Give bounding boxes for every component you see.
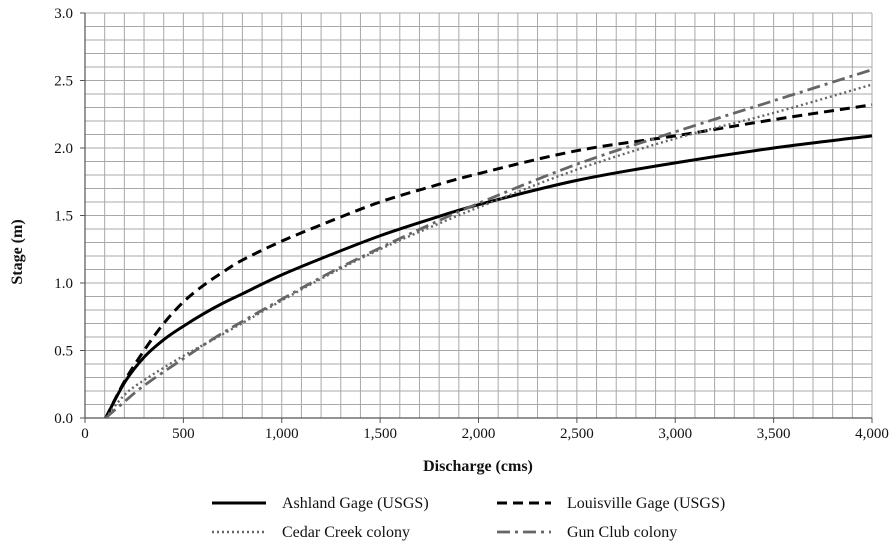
series-lines	[104, 68, 873, 420]
x-tick-label: 3,000	[658, 426, 692, 442]
grid	[84, 12, 873, 419]
y-tick-label: 1.5	[54, 209, 73, 225]
y-tick-label: 3.0	[54, 6, 73, 22]
x-tick-label: 4,000	[855, 426, 889, 442]
legend-label-cedar-creek-colony: Cedar Creek colony	[282, 524, 410, 541]
legend: Ashland Gage (USGS) Louisville Gage (USGS…	[212, 495, 725, 541]
legend-label-ashland-gage-usgs: Ashland Gage (USGS)	[282, 495, 429, 512]
x-axis-title: Discharge (cms)	[423, 458, 533, 475]
x-tick-label: 1,000	[265, 426, 299, 442]
series-line-gun-club-colony	[104, 68, 873, 420]
y-tick-label: 0.0	[54, 411, 73, 427]
x-tick-label: 1,500	[363, 426, 397, 442]
x-tick-label: 3,500	[757, 426, 791, 442]
legend-label-louisville-gage-usgs: Louisville Gage (USGS)	[567, 495, 725, 512]
tick-labels: 0 500 1,000 1,500 2,000 2,500 3,000 3,500 4,000 0…	[54, 6, 889, 442]
y-tick-label: 2.0	[54, 141, 73, 157]
series-line-ashland-gage-usgs	[104, 134, 873, 419]
y-tick-label: 1.0	[54, 276, 73, 292]
series-line-cedar-creek-colony	[104, 83, 873, 419]
y-tick-label: 0.5	[54, 344, 73, 360]
legend-label-gun-club-colony: Gun Club colony	[567, 524, 677, 541]
x-tick-label: 2,500	[560, 426, 594, 442]
y-axis-title: Stage (m)	[9, 219, 26, 284]
x-tick-label: 0	[81, 426, 89, 442]
x-tick-label: 500	[172, 426, 195, 442]
y-tick-label: 2.5	[54, 74, 73, 90]
x-tick-label: 2,000	[462, 426, 496, 442]
